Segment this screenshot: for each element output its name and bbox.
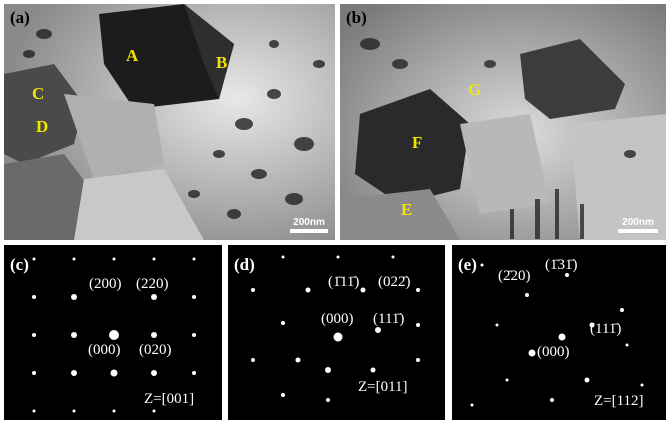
grain-label-A: A: [126, 46, 139, 65]
tem-image-b: (b) G F E 200nm: [340, 4, 666, 240]
grain-label-E: E: [401, 200, 413, 219]
saed-pattern-d: (d) (1̄11̄) (022̄) (000) (111̄) Z=[011]: [228, 245, 445, 420]
diffraction-spots-c: [32, 257, 196, 413]
grain-label-B: B: [216, 53, 228, 72]
index-label-000: (000): [88, 342, 121, 358]
saed-pattern-e: (e) (2̄20) (1̄31̄) (111̄) (000) Z=[112]: [452, 245, 666, 420]
index-label-020: (020): [139, 342, 172, 358]
index-label-022bar: (022̄): [378, 274, 411, 290]
panel-label-d: (d): [234, 255, 255, 274]
index-label-220: (220): [136, 276, 169, 292]
scale-bar-b: 200nm: [618, 217, 658, 233]
index-label-000: (000): [321, 311, 354, 327]
grain-label-D: D: [36, 117, 49, 136]
index-label-200: (200): [89, 276, 122, 292]
grain-label-G: G: [468, 80, 482, 99]
diffraction-spots-d: [251, 255, 420, 402]
saed-pattern-c: (c) (200) (220) (000) (020) Z=[001]: [4, 245, 222, 420]
zone-axis-e: Z=[112]: [594, 393, 644, 409]
tem-micrograph-a: [4, 4, 335, 240]
index-label-2bar20: (2̄20): [498, 268, 531, 284]
panel-label-b: (b): [346, 8, 367, 27]
grain-label-C: C: [32, 84, 45, 103]
grain-label-F: F: [412, 133, 423, 152]
panel-label-e: (e): [458, 255, 477, 274]
index-label-111bar: (111̄): [590, 321, 622, 337]
index-label-111bar: (111̄): [373, 311, 405, 327]
tem-image-a: (a) A B C D 200nm: [4, 4, 335, 240]
zone-axis-d: Z=[011]: [358, 379, 408, 395]
index-label-000: (000): [537, 344, 570, 360]
scale-bar-a: 200nm: [290, 217, 328, 233]
scale-bar-label-a: 200nm: [293, 217, 325, 228]
index-label-1bar31bar: (1̄31̄): [545, 257, 578, 273]
diffraction-spots-e: [470, 263, 644, 407]
tem-micrograph-b: [340, 4, 666, 240]
zone-axis-c: Z=[001]: [144, 391, 195, 407]
panel-label-a: (a): [10, 8, 30, 27]
index-label-1bar11bar: (1̄11̄): [328, 274, 360, 290]
scale-bar-label-b: 200nm: [622, 217, 654, 228]
panel-label-c: (c): [10, 255, 29, 274]
